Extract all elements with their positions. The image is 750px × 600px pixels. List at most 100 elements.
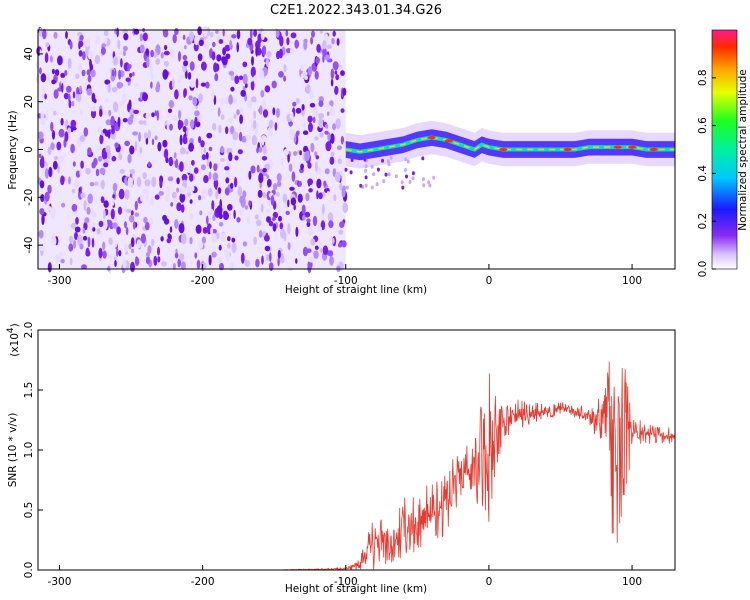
noise-speckle [328,237,333,242]
noise-speckle [129,72,133,78]
noise-speckle [81,264,87,270]
colorbar: 0.0 0.2 0.4 0.6 0.8 Normalized spectral ampl… [697,29,749,277]
noise-speckle [84,217,90,224]
noise-speckle [45,42,50,48]
snr-frame [37,329,676,571]
noise-speckle [279,228,286,239]
noise-speckle [177,258,181,268]
noise-speckle [51,79,56,85]
noise-speckle [139,43,145,54]
noise-speckle [110,115,115,127]
noise-speckle [147,129,152,139]
noise-speckle [262,168,267,173]
noise-speckle [171,115,177,121]
noise-speckle [65,31,68,39]
noise-speckle [247,99,253,109]
noise-speckle [335,118,341,129]
noise-speckle [96,228,101,235]
noise-speckle [92,227,96,232]
noise-speckle [253,29,257,37]
noise-speckle [301,108,305,117]
noise-speckle [256,164,260,173]
noise-speckle [319,132,324,138]
snr-trace [38,361,676,571]
noise-speckle [170,202,174,207]
noise-speckle [182,126,187,133]
noise-speckle [78,40,84,48]
noise-speckle [215,190,219,200]
noise-speckle [171,191,177,199]
noise-speckle [266,216,271,223]
noise-speckle [39,49,42,58]
noise-speckle [160,52,164,59]
x-tick-label: -300 [48,576,72,588]
noise-speckle [220,114,225,120]
noise-speckle [340,108,345,113]
noise-speckle [130,114,134,120]
noise-speckle [151,112,155,118]
noise-speckle [49,206,56,217]
noise-speckle [97,145,103,151]
noise-speckle [234,176,238,188]
noise-speckle [289,47,295,55]
noise-speckle [242,73,248,85]
noise-speckle [201,236,206,244]
noise-speckle [323,180,327,187]
noise-speckle [298,180,302,187]
noise-speckle [301,104,305,111]
band-blob [344,167,348,172]
noise-speckle [160,236,164,242]
noise-speckle [85,250,91,257]
noise-speckle [312,215,318,227]
noise-speckle [67,58,72,69]
noise-speckle [80,109,83,116]
noise-speckle [140,40,146,46]
colorbar-ticks: 0.0 0.2 0.4 0.6 0.8 [697,69,716,277]
noise-speckle [177,79,181,84]
noise-speckle [206,158,210,167]
noise-speckle [151,176,157,188]
noise-speckle [324,54,330,61]
x-tick-label: -100 [334,576,358,588]
colorbar-tick-label: 0.4 [697,165,709,182]
noise-speckle [156,110,159,121]
noise-speckle [104,79,111,85]
noise-speckle [278,215,282,222]
noise-speckle [264,85,271,93]
band-hotspot [628,145,637,149]
noise-speckle [319,169,322,174]
noise-speckle [316,43,321,53]
noise-speckle [64,131,69,142]
noise-speckle [51,236,57,247]
noise-speckle [86,207,91,215]
noise-speckle [176,177,180,185]
noise-speckle [334,70,338,75]
noise-speckle [113,256,117,261]
noise-speckle [163,50,170,56]
noise-speckle [230,86,235,92]
noise-speckle [182,54,188,61]
noise-speckle [209,161,212,170]
noise-region [36,25,349,275]
band-blob [364,175,368,180]
noise-speckle [154,194,160,200]
noise-speckle [180,261,186,271]
noise-speckle [72,161,76,167]
noise-speckle [107,83,111,93]
noise-speckle [132,71,135,77]
noise-speckle [203,175,209,184]
noise-speckle [102,241,106,251]
noise-speckle [82,228,86,234]
noise-speckle [217,107,221,117]
noise-speckle [224,44,231,52]
noise-speckle [208,171,212,180]
noise-speckle [136,239,142,249]
noise-speckle [307,227,313,237]
noise-speckle [247,37,253,46]
noise-speckle [239,209,244,216]
noise-speckle [55,254,59,264]
noise-speckle [74,178,80,188]
noise-speckle [330,151,335,157]
band-blob [370,164,374,169]
noise-speckle [186,165,192,173]
